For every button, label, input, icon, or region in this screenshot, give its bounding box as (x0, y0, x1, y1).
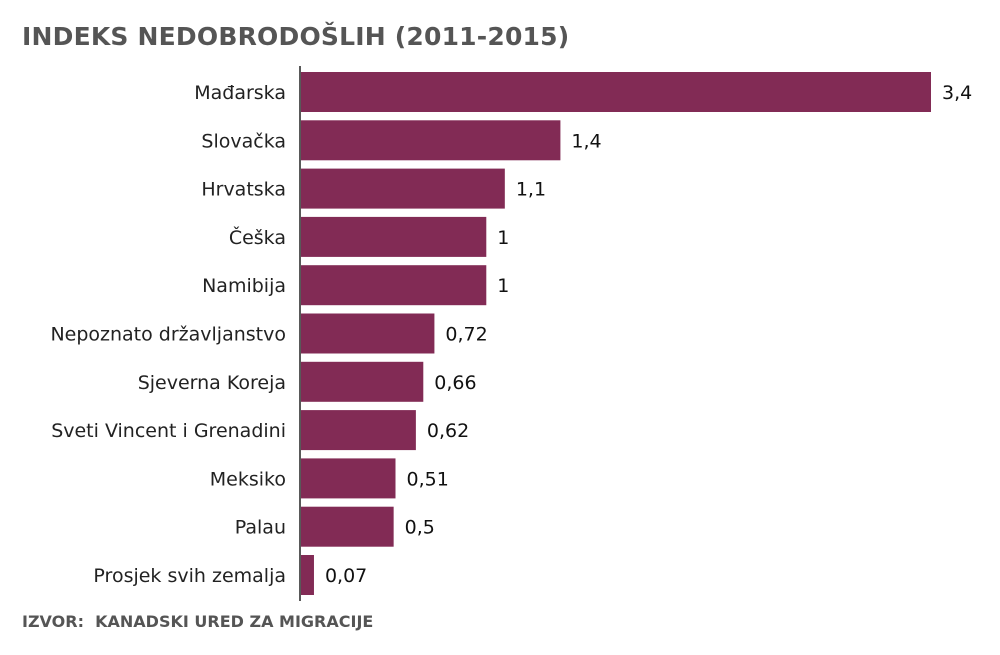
bar (301, 72, 931, 112)
value-label: 1 (497, 227, 509, 249)
bar (301, 361, 424, 402)
value-label: 0,5 (405, 517, 435, 539)
bar (301, 410, 416, 451)
category-label: Sveti Vincent i Grenadini (51, 420, 286, 442)
value-label: 0,72 (445, 324, 487, 346)
bar (301, 216, 487, 257)
value-label: 0,07 (325, 565, 367, 587)
value-label: 3,4 (942, 82, 972, 104)
bar (301, 265, 487, 306)
category-label: Mađarska (194, 82, 286, 104)
value-label: 0,66 (434, 372, 476, 394)
category-label: Namibija (202, 275, 286, 297)
bar (301, 506, 394, 547)
bar (301, 555, 314, 595)
bars-group: Mađarska 3,4 Slovačka 1,4 Hrvatska 1,1 Češka 1 N… (50, 72, 972, 595)
value-label: 1,1 (516, 179, 546, 201)
value-label: 0,62 (427, 420, 469, 442)
value-label: 1,4 (571, 130, 601, 152)
source-note: IZVOR: KANADSKI URED ZA MIGRACIJE (22, 612, 374, 631)
category-label: Hrvatska (201, 179, 286, 201)
category-label: Slovačka (201, 130, 286, 152)
chart-title: INDEKS NEDOBRODOŠLIH (2011-2015) (22, 22, 570, 51)
category-label: Nepoznato državljanstvo (50, 324, 286, 346)
value-label: 0,51 (407, 468, 449, 490)
bar (301, 168, 505, 209)
bar (301, 313, 435, 354)
category-label: Sjeverna Koreja (138, 372, 286, 394)
category-label: Prosjek svih zemalja (93, 565, 286, 587)
value-label: 1 (497, 275, 509, 297)
category-label: Češka (229, 225, 286, 249)
category-label: Meksiko (210, 468, 286, 490)
category-label: Palau (235, 517, 286, 539)
bar (301, 458, 396, 499)
bar (301, 120, 561, 161)
